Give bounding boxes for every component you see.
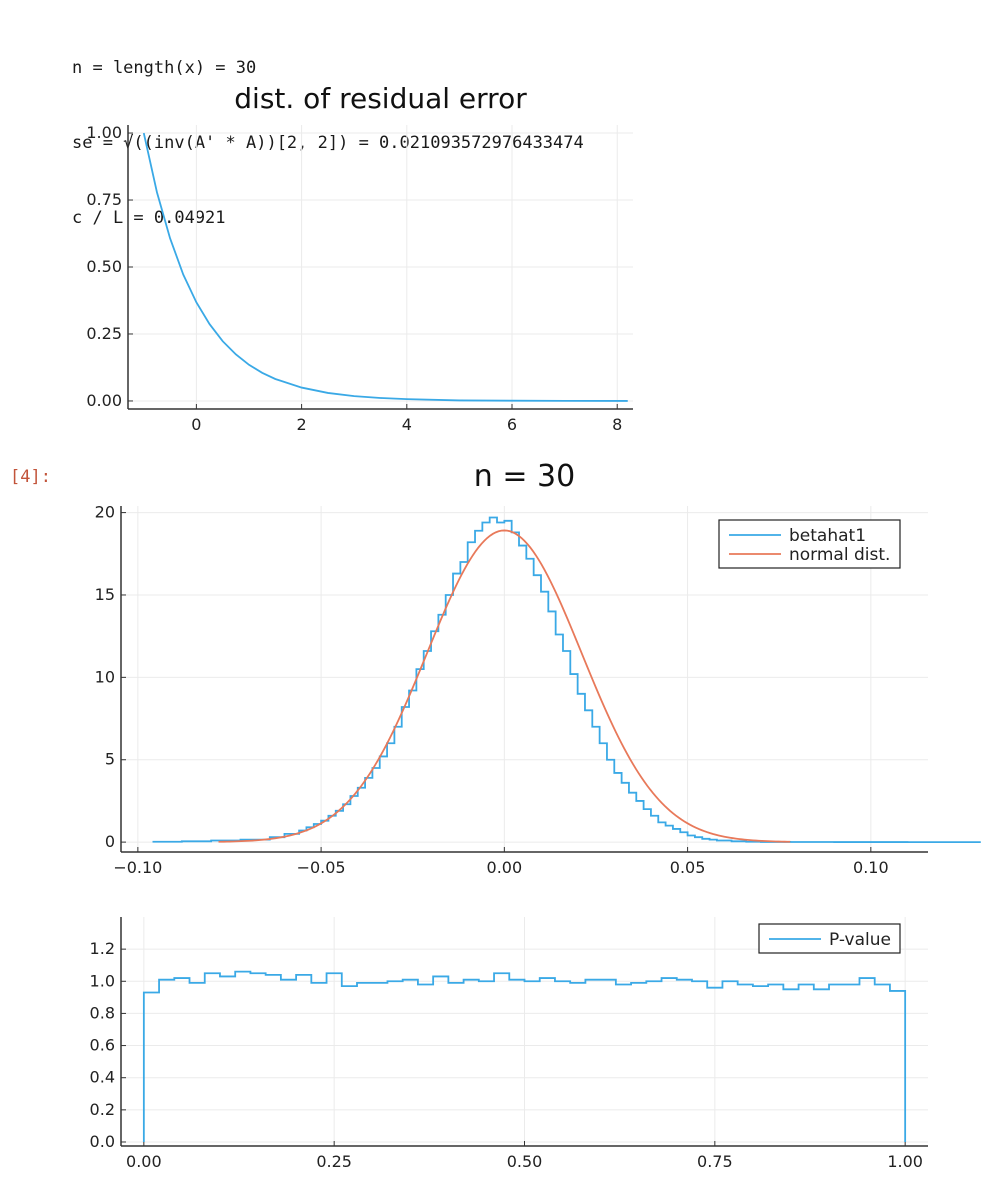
residual-error-chart: 0 2 4 6 8 0.00 0.25 0.50 0.75 1.00 dist. of residu… bbox=[86, 82, 633, 434]
x-tick-label: 0.00 bbox=[126, 1152, 162, 1171]
y-tick-label: 0.50 bbox=[86, 257, 122, 276]
chart-title: n = 30 bbox=[474, 459, 575, 494]
legend-label: normal dist. bbox=[789, 545, 890, 565]
output-line: n = length(x) = 30 bbox=[72, 58, 257, 78]
x-tick-label: 0 bbox=[191, 415, 201, 434]
x-tick-label: 6 bbox=[507, 415, 517, 434]
x-tick-label: 1.00 bbox=[887, 1152, 923, 1171]
output-line: se = √((inv(A' * A))[2, 2]) = 0.02109357… bbox=[72, 133, 584, 153]
y-tick-label: 1.0 bbox=[90, 971, 115, 990]
legend-label: betahat1 bbox=[789, 526, 866, 546]
y-tick-label: 0.6 bbox=[90, 1036, 115, 1055]
y-tick-label: 0.4 bbox=[90, 1068, 115, 1087]
series-line bbox=[218, 529, 791, 843]
x-tick-label: −0.10 bbox=[113, 858, 162, 877]
y-tick-label: 0 bbox=[105, 832, 115, 851]
y-tick-label: 5 bbox=[105, 750, 115, 769]
pvalue-histogram-chart: 0.00 0.25 0.50 0.75 1.00 0.0 0.2 0.4 0.6 0.8 1.0 1.… bbox=[90, 917, 928, 1171]
x-tick-label: 8 bbox=[612, 415, 622, 434]
chart-title: dist. of residual error bbox=[234, 82, 527, 115]
y-tick-label: 0.00 bbox=[86, 391, 122, 410]
betahat-histogram-chart: −0.10 −0.05 0.00 0.05 0.10 0 5 10 15 20 n = 30 beta… bbox=[95, 459, 981, 877]
x-tick-label: −0.05 bbox=[297, 858, 346, 877]
y-tick-label: 0.75 bbox=[86, 190, 122, 209]
series-line bbox=[142, 132, 628, 402]
y-tick-label: 15 bbox=[95, 585, 115, 604]
y-tick-label: 10 bbox=[95, 667, 115, 686]
y-tick-label: 1.2 bbox=[90, 939, 115, 958]
y-tick-label: 20 bbox=[95, 503, 115, 522]
x-tick-label: 0.05 bbox=[670, 858, 706, 877]
x-tick-label: 0.00 bbox=[487, 858, 523, 877]
x-tick-label: 0.10 bbox=[853, 858, 889, 877]
legend-label: P-value bbox=[829, 930, 891, 950]
cell-prompt: [4]: bbox=[10, 467, 51, 487]
x-tick-label: 4 bbox=[402, 415, 412, 434]
x-tick-label: 0.50 bbox=[507, 1152, 543, 1171]
cell-output-text: n = length(x) = 30 se = √((inv(A' * A))[… bbox=[72, 6, 584, 256]
y-tick-label: 0.2 bbox=[90, 1100, 115, 1119]
y-tick-label: 0.8 bbox=[90, 1003, 115, 1022]
series-line bbox=[152, 516, 981, 843]
series-line bbox=[142, 970, 907, 1142]
x-tick-label: 0.75 bbox=[697, 1152, 733, 1171]
x-tick-label: 0.25 bbox=[316, 1152, 352, 1171]
y-tick-label: 0.25 bbox=[86, 324, 122, 343]
legend-box bbox=[718, 519, 901, 569]
y-tick-label: 0.0 bbox=[90, 1132, 115, 1151]
output-line: c / L = 0.04921 bbox=[72, 208, 226, 228]
y-tick-label: 1.00 bbox=[86, 123, 122, 142]
x-tick-label: 2 bbox=[297, 415, 307, 434]
